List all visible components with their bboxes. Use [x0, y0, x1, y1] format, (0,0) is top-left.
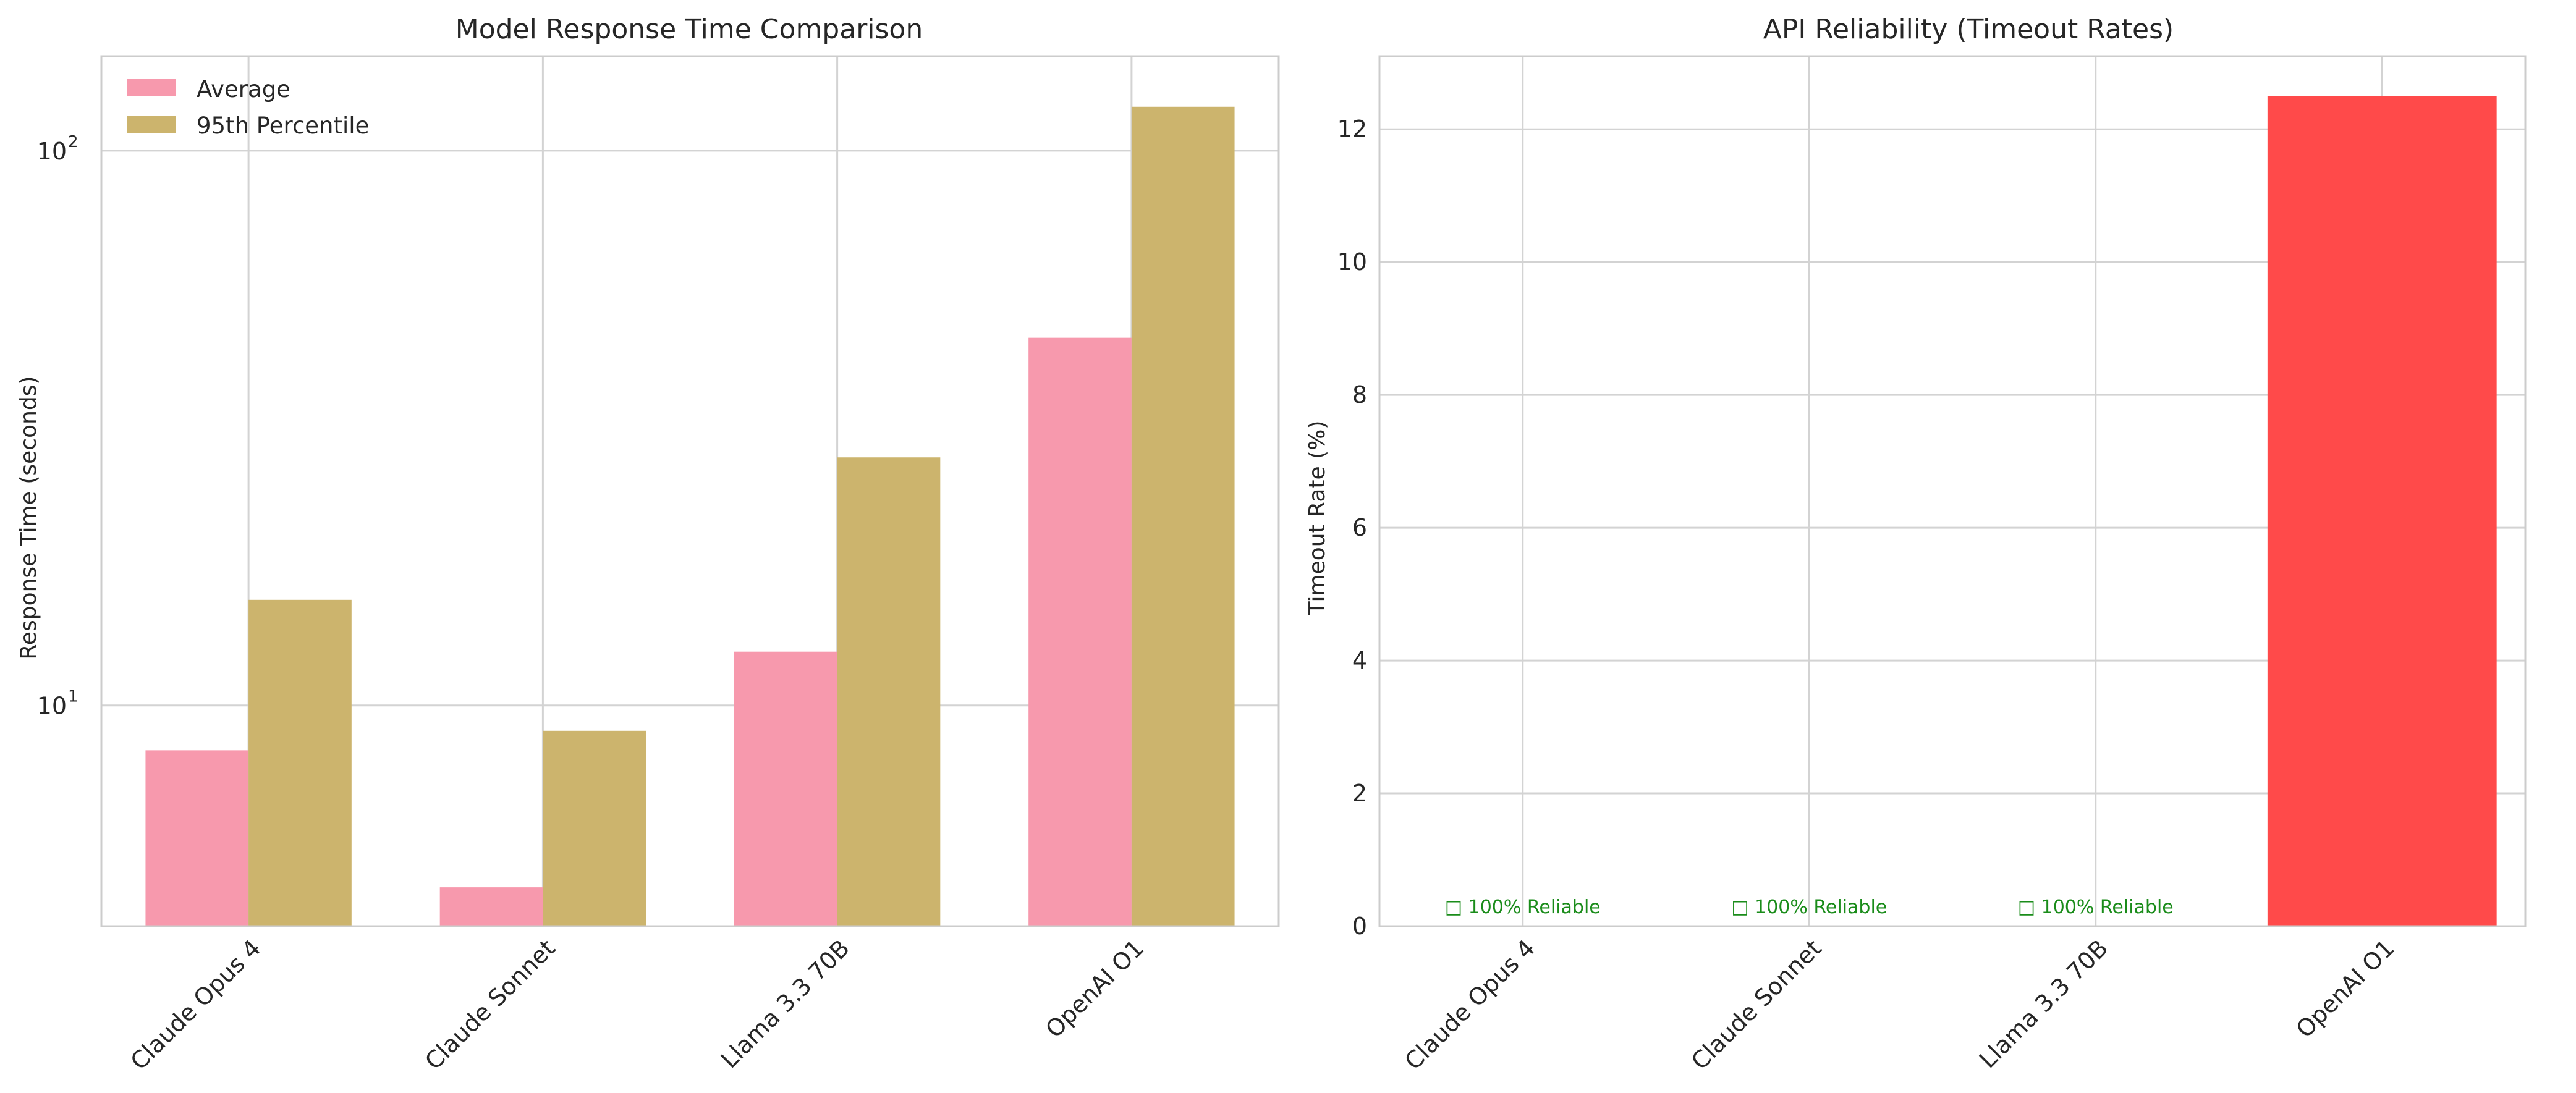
reliable-label-claude-sonnet: □ 100% Reliable [1731, 897, 1887, 918]
y-tick-label: 10 [1337, 248, 1367, 276]
y-tick-label: 2 [1352, 780, 1367, 807]
bar-average-claude-opus-4 [145, 750, 249, 926]
y-tick-label: 6 [1352, 514, 1367, 541]
y-tick-label: 4 [1352, 647, 1367, 674]
reliable-label-llama-3-3-70b: □ 100% Reliable [2018, 897, 2174, 918]
legend-swatch-95th-percentile [127, 116, 176, 133]
y-axis-label: Timeout Rate (%) [1305, 421, 1330, 616]
chart-title: API Reliability (Timeout Rates) [1763, 14, 2174, 45]
legend-swatch-average [127, 79, 176, 96]
bar-95th-percentile-claude-opus-4 [248, 599, 352, 926]
y-tick-label: 12 [1337, 116, 1367, 143]
y-tick-label: 10 [37, 693, 67, 720]
plot-frame [100, 55, 1280, 927]
bar-95th-percentile-openai-o1 [1131, 106, 1235, 927]
bar-average-claude-sonnet [439, 887, 543, 926]
chart-title: Model Response Time Comparison [455, 14, 923, 45]
plot-frame [1378, 55, 2527, 927]
bar-95th-percentile-llama-3-3-70b [837, 457, 941, 926]
y-tick-label: 0 [1352, 913, 1367, 940]
bar-openai-o1 [2267, 96, 2497, 927]
y-axis-label: Response Time (seconds) [16, 376, 41, 659]
y-tick-label: 10 [37, 138, 67, 165]
y-tick-exponent: 2 [68, 133, 78, 151]
legend: Average 95th Percentile [127, 76, 369, 139]
bar-average-openai-o1 [1028, 337, 1132, 926]
bars [2267, 96, 2497, 927]
y-tick-label: 8 [1352, 381, 1367, 408]
legend-label-average: Average [197, 76, 290, 103]
y-tick-exponent: 1 [68, 688, 78, 706]
y-tick-labels: 0 2 4 6 8 10 12 [1337, 116, 1367, 940]
bars [145, 106, 1235, 927]
reliability-annotations: □ 100% Reliable □ 100% Reliable □ 100% Rel… [1445, 897, 2174, 918]
bar-average-llama-3-3-70b [734, 651, 837, 926]
bar-95th-percentile-claude-sonnet [543, 730, 646, 926]
reliable-label-claude-opus-4: □ 100% Reliable [1445, 897, 1601, 918]
legend-label-95th-percentile: 95th Percentile [197, 112, 369, 139]
